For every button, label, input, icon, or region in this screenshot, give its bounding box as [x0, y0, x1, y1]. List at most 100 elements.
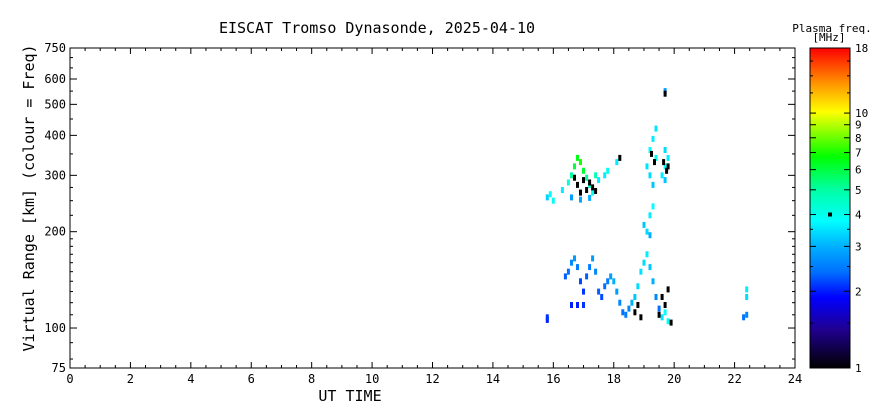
data-point: [639, 314, 643, 321]
data-point: [585, 273, 589, 280]
data-point: [603, 283, 607, 290]
data-point: [633, 309, 637, 316]
data-point: [594, 188, 598, 194]
data-point: [579, 189, 582, 196]
data-point: [570, 259, 573, 266]
y-tick-label: 100: [44, 321, 66, 335]
data-point: [576, 302, 579, 308]
axes: 0 2 4 6 8 10 12 14 16 18 20 22 247510020030040050060…: [44, 41, 802, 386]
data-point: [645, 251, 649, 258]
data-point: [566, 268, 570, 275]
data-point: [606, 278, 610, 285]
data-point: [582, 302, 585, 308]
data-point: [588, 194, 592, 201]
data-point: [570, 194, 573, 201]
data-point: [650, 150, 653, 157]
data-point: [666, 318, 670, 325]
data-point: [585, 187, 589, 193]
data-point: [600, 294, 604, 300]
data-point: [585, 174, 589, 181]
y-tick-label: 200: [44, 225, 66, 239]
data-point: [591, 255, 595, 262]
data-point: [563, 273, 567, 280]
data-point: [591, 184, 595, 191]
x-tick-label: 0: [66, 372, 73, 386]
data-point: [651, 135, 655, 142]
x-tick-label: 4: [187, 372, 194, 386]
chart-title: EISCAT Tromso Dynasonde, 2025-04-10: [219, 19, 535, 37]
colorbar-tick-label: 3: [855, 240, 862, 253]
data-point: [597, 288, 601, 295]
x-tick-label: 14: [486, 372, 500, 386]
data-point: [548, 191, 552, 198]
data-point: [651, 181, 655, 188]
data-point: [573, 163, 576, 170]
data-point: [591, 189, 595, 196]
x-tick-label: 22: [727, 372, 741, 386]
data-point: [633, 294, 637, 300]
data-point: [663, 177, 667, 184]
y-tick-label: 750: [44, 41, 66, 55]
x-tick-label: 18: [607, 372, 621, 386]
x-tick-label: 20: [667, 372, 681, 386]
data-point: [560, 187, 564, 193]
data-point: [666, 286, 670, 293]
data-point: [576, 154, 579, 161]
x-tick-label: 12: [425, 372, 439, 386]
x-tick-label: 24: [788, 372, 802, 386]
colorbar-scale: [809, 47, 851, 369]
colorbar-tick-label: 6: [855, 164, 862, 177]
data-point: [615, 288, 619, 295]
data-point: [663, 90, 667, 97]
x-tick-label: 2: [127, 372, 134, 386]
data-point: [645, 228, 649, 235]
data-point: [742, 314, 746, 321]
data-point: [636, 283, 640, 290]
data-point: [651, 278, 655, 285]
y-tick-label: 75: [52, 361, 66, 375]
data-point: [579, 159, 582, 166]
data-point: [745, 294, 749, 300]
y-tick-label: 500: [44, 97, 66, 111]
data-point: [576, 181, 579, 188]
data-point: [579, 278, 582, 285]
data-point: [660, 294, 664, 300]
data-point: [594, 172, 598, 179]
data-point: [630, 299, 634, 306]
data-point: [666, 154, 670, 161]
data-point: [663, 163, 667, 170]
data-point: [545, 314, 549, 321]
data-point: [654, 125, 658, 132]
data-point: [573, 174, 576, 181]
plot-area: [69, 47, 796, 369]
data-point: [566, 179, 570, 186]
colorbar-marker: [828, 212, 832, 217]
data-point: [597, 177, 601, 184]
data-point: [648, 212, 652, 219]
x-tick-label: 6: [248, 372, 255, 386]
data-point: [603, 172, 607, 179]
data-point: [582, 288, 585, 295]
data-point: [648, 232, 652, 239]
data-point: [588, 264, 592, 271]
colorbar-tick-label: 10: [855, 107, 868, 120]
data-point: [570, 172, 573, 179]
x-tick-label: 10: [365, 372, 379, 386]
data-point: [618, 154, 622, 161]
x-tick-label: 16: [546, 372, 560, 386]
data-point: [636, 302, 640, 308]
data-point: [657, 311, 661, 318]
data-point: [545, 194, 549, 201]
data-point: [669, 319, 673, 326]
colorbar-tick-label: 2: [855, 285, 862, 298]
data-point: [621, 309, 625, 316]
colorbar-unit: [MHz]: [812, 31, 845, 44]
colorbar: Plasma freq. [MHz]: [792, 22, 872, 369]
data-point: [624, 311, 628, 318]
data-point: [606, 167, 610, 174]
data-point: [657, 305, 661, 312]
y-tick-label: 600: [44, 72, 66, 86]
data-point: [654, 154, 658, 161]
data-point: [639, 268, 643, 275]
